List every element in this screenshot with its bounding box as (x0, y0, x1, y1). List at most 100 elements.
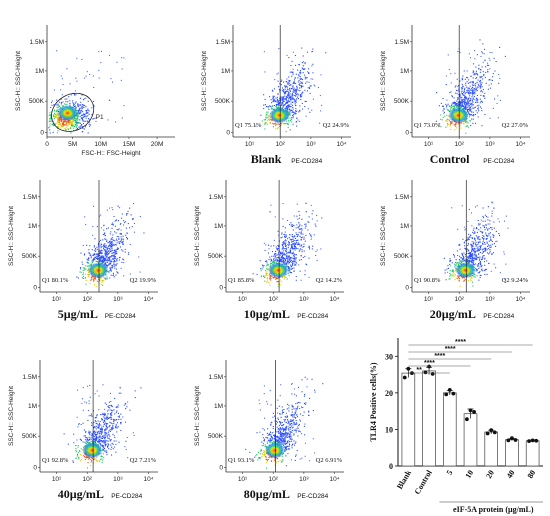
y-tick-label: 500K (215, 98, 231, 105)
y-axis-label: SSC-H:: SSC-Height (201, 51, 208, 111)
q1-label: Q1 75.1% (235, 122, 262, 129)
y-axis-label: SSC-H:: SSC-Height (15, 51, 22, 111)
significance-label: **** (445, 346, 456, 353)
significance-label: **** (434, 353, 445, 360)
bar-10 (463, 413, 478, 467)
q1-label: Q1 90.8% (414, 277, 441, 284)
data-point (510, 436, 514, 441)
q2-label: Q2 14.2% (316, 277, 343, 284)
data-point (423, 370, 428, 375)
data-point (468, 408, 473, 413)
y-tick-label: 1.5M (209, 374, 223, 381)
data-point (451, 391, 456, 396)
x-tick-label: 10³ (113, 296, 123, 303)
panel-caption: Blank (251, 152, 282, 166)
x-tick-label: 10² (454, 296, 464, 303)
data-point (472, 409, 476, 414)
bar-Blank (401, 372, 416, 467)
q1-label: Q1 80.1% (42, 277, 69, 284)
panel-caption: 40µg/mL (58, 487, 104, 501)
y-tick-label: 1M (214, 223, 223, 230)
q1-label: Q1 85.8% (228, 277, 255, 284)
y-tick-label: 1M (28, 223, 37, 230)
y-axis-label: SSC-H:: SSC-Height (8, 206, 15, 266)
y-tick-label: 500K (208, 433, 224, 440)
data-point (430, 371, 435, 376)
bar-y-label: TLR4 Positive cells(%) (369, 362, 378, 441)
y-tick-label: 0 (405, 285, 409, 292)
y-tick-label: 1.5M (30, 39, 44, 46)
x-tick-label: 10⁴ (330, 476, 340, 483)
y-tick-label: 0 (33, 465, 37, 472)
x-tick-label: 10¹ (52, 296, 62, 303)
x-tick-label: 10⁴ (144, 296, 154, 303)
x-tick-label: 10³ (113, 476, 123, 483)
y-tick-label: 500K (22, 253, 38, 260)
q2-label: Q2 9.24% (502, 277, 529, 284)
data-point (492, 430, 497, 435)
x-tick-label: 10¹ (424, 141, 434, 148)
panel-caption-sub: PE-CD284 (291, 158, 322, 165)
bar-category-label: 40 (505, 469, 517, 480)
y-tick-label: 1.5M (23, 374, 37, 381)
x-tick-label: 10³ (485, 296, 495, 303)
q1-label: Q1 93.1% (228, 457, 255, 464)
panel-caption: Control (430, 152, 470, 166)
x-tick-label: 10⁴ (144, 476, 154, 483)
bar-category-label: Control (413, 468, 434, 496)
significance-label: **** (424, 360, 435, 367)
bar-40 (505, 439, 519, 467)
event-cloud (245, 376, 324, 469)
x-tick-label: 10³ (306, 141, 316, 148)
panel-caption-sub: PE-CD284 (483, 158, 514, 165)
y-tick-label: 1.5M (209, 194, 223, 201)
y-tick-label: 500K (22, 433, 38, 440)
data-point (447, 388, 452, 392)
event-cloud (76, 203, 145, 287)
q2-label: Q2 27.0% (502, 122, 529, 129)
y-tick-label: 1M (35, 68, 44, 75)
x-tick-label: 15M (123, 141, 136, 148)
bar-80 (525, 440, 540, 467)
x-tick-label: 10⁴ (330, 296, 340, 303)
panel-caption-sub: PE-CD284 (297, 313, 328, 320)
event-cloud (63, 384, 142, 469)
data-point (530, 438, 535, 443)
panel-caption: 20µg/mL (430, 307, 476, 321)
y-tick-label: 0 (33, 285, 37, 292)
x-tick-label: 10² (82, 476, 92, 483)
data-point (427, 364, 431, 369)
y-tick-label: 500K (394, 253, 410, 260)
y-tick-label: 1.5M (395, 194, 409, 201)
panel-caption: 5µg/mL (58, 307, 98, 321)
y-tick-label: 500K (29, 98, 45, 105)
x-tick-label: 10¹ (245, 141, 255, 148)
density-core (264, 442, 285, 459)
x-tick-label: 10M (94, 141, 107, 148)
bar-category-label: 10 (463, 469, 475, 480)
density-core (57, 105, 78, 122)
bar-category-label: Blank (395, 468, 413, 491)
bar-y-tick: 0 (389, 462, 393, 471)
data-point (534, 438, 539, 443)
event-cloud (435, 39, 506, 134)
gate-label: P1 (96, 114, 104, 121)
y-axis-label: SSC-H:: SSC-Height (194, 386, 201, 446)
bar-category-label: 5 (445, 469, 455, 477)
y-tick-label: 0 (226, 130, 230, 137)
panel-caption-sub: PE-CD284 (111, 493, 142, 500)
panel-caption-sub: PE-CD284 (297, 493, 328, 500)
data-point (513, 438, 518, 442)
panel-caption-sub: PE-CD284 (483, 313, 514, 320)
density-core (448, 107, 469, 124)
data-point (402, 375, 407, 380)
data-point (485, 431, 490, 436)
x-tick-label: 10² (82, 296, 92, 303)
x-tick-label: 10² (268, 296, 278, 303)
x-tick-label: 10² (275, 141, 285, 148)
